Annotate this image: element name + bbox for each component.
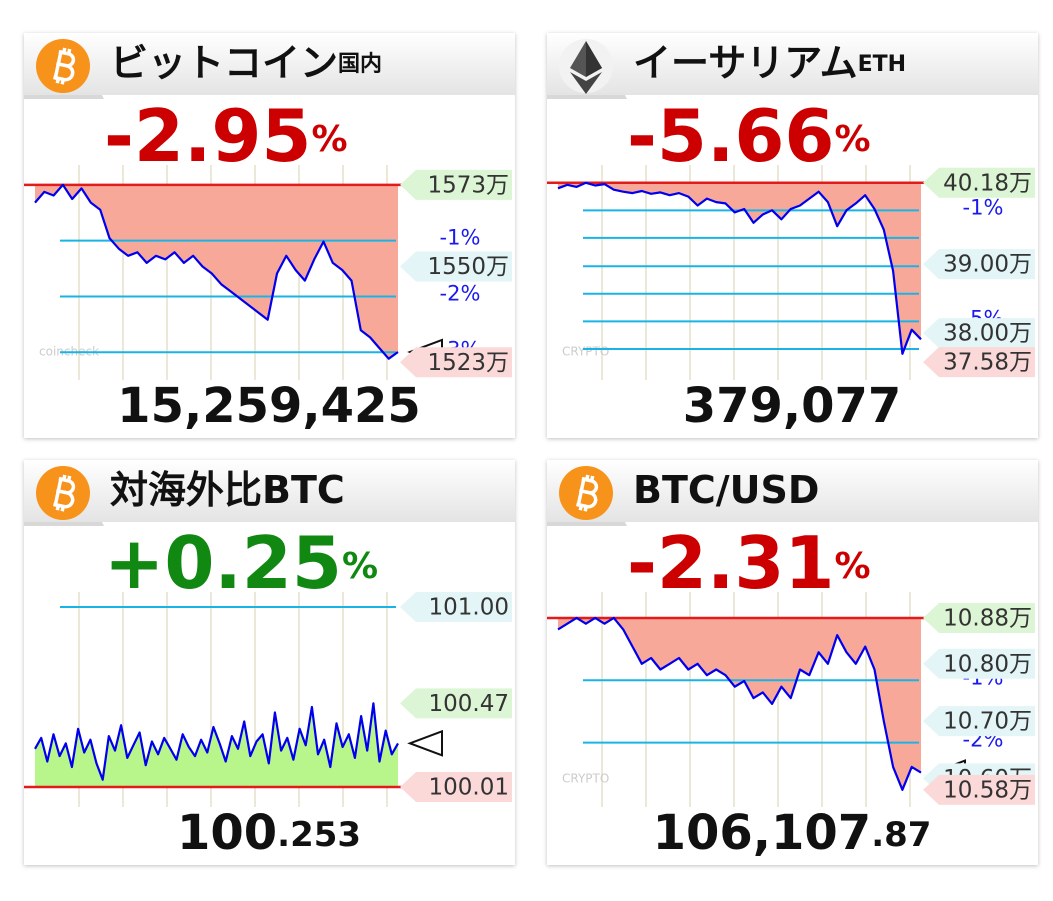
panel: イーサリアムETH-5.66%CRYPTO-1%-5%39.00万38.00万4… — [547, 33, 1038, 438]
y-tick — [923, 249, 1035, 280]
change-unit: % — [312, 119, 348, 160]
area-fill — [558, 182, 921, 354]
price: 106,107.87 — [653, 805, 932, 861]
header-tab — [547, 95, 627, 99]
low-tag — [923, 347, 1035, 378]
change: -2.95% — [104, 94, 348, 178]
header-tab — [24, 522, 104, 526]
y-tick — [400, 251, 512, 282]
high-tag — [400, 688, 512, 719]
title-text: イーサリアム — [633, 41, 858, 85]
low-tag — [923, 774, 1035, 805]
high-tag-label: 40.18万 — [943, 170, 1032, 196]
panel: 対海外比BTC +0.25% 101.00 100.47 100.01 100.253 — [24, 460, 515, 865]
change-unit: % — [835, 546, 871, 587]
watermark: CRYPTO — [562, 772, 609, 786]
title-text: ビットコイン — [110, 41, 338, 85]
ref-label: -2% — [440, 281, 481, 305]
high-tag-label: 10.88万 — [943, 605, 1032, 631]
btc-icon-symbol — [53, 47, 76, 85]
title-sub: ETH — [858, 52, 906, 77]
y-tick-label: 101.00 — [429, 595, 509, 621]
header-bar — [24, 460, 515, 522]
price: 15,259,425 — [117, 378, 421, 434]
change-value: -2.95 — [104, 94, 312, 178]
low-tag-label: 100.01 — [429, 775, 509, 801]
header-bar — [24, 33, 515, 95]
high-tag — [400, 169, 512, 200]
y-tick — [923, 706, 1035, 737]
header-tab — [24, 95, 104, 99]
y-tick-label: 38.00万 — [943, 321, 1032, 347]
change-value: -5.66 — [627, 94, 835, 178]
y-tick-label: 1550万 — [427, 254, 509, 280]
panel: BTC/USD-2.31%CRYPTO-1%-2%10.80万10.70万10.… — [547, 460, 1038, 865]
title-text: BTC/USD — [633, 468, 819, 512]
y-tick-label: 10.80万 — [943, 651, 1032, 677]
watermark: CRYPTO — [562, 345, 609, 359]
ref-label: -1% — [963, 195, 1004, 219]
price-line — [557, 181, 922, 355]
price-main: 106,107 — [653, 805, 872, 861]
change: -5.66% — [627, 94, 871, 178]
price-decimals: .253 — [277, 815, 361, 855]
y-tick — [923, 648, 1035, 679]
high-tag-label: 1573万 — [427, 172, 509, 198]
price-decimals: .87 — [871, 815, 931, 855]
low-tag — [400, 772, 512, 802]
eth-icon-side — [586, 41, 602, 77]
area-fill — [35, 184, 398, 359]
area-fill — [35, 703, 398, 787]
price-main: 379,077 — [683, 378, 902, 434]
change: +0.25% — [104, 521, 378, 605]
change-value: +0.25 — [104, 521, 342, 605]
panel-title: ビットコイン国内 — [110, 41, 382, 85]
low-tag — [400, 347, 512, 378]
price-line — [557, 616, 922, 791]
panel-title: 対海外比BTC — [110, 468, 345, 512]
y-tick-label: 10.70万 — [943, 709, 1032, 735]
y-tick — [923, 318, 1035, 349]
panel-title: イーサリアムETH — [633, 41, 906, 85]
low-tag-label: 37.58万 — [943, 350, 1032, 376]
change-unit: % — [835, 119, 871, 160]
btc-icon-symbol — [53, 474, 76, 512]
high-tag — [923, 167, 1035, 198]
header-tab — [547, 522, 627, 526]
price-line — [34, 702, 399, 781]
price-line — [34, 183, 399, 360]
price: 379,077 — [683, 378, 902, 434]
panel-title: BTC/USD — [633, 468, 819, 512]
high-tag-label: 100.47 — [429, 691, 509, 717]
eth-icon-bottom — [570, 72, 602, 94]
price-main: 100 — [177, 805, 277, 861]
header-bar — [547, 33, 1038, 95]
ref-label: -1% — [440, 226, 481, 250]
y-tick — [400, 592, 512, 622]
price: 100.253 — [177, 805, 361, 861]
btc-icon-symbol — [576, 474, 599, 512]
price-main: 15,259,425 — [117, 378, 421, 434]
low-tag-label: 1523万 — [427, 350, 509, 376]
y-tick-label: 39.00万 — [943, 252, 1032, 278]
header-bar — [547, 460, 1038, 522]
area-fill — [558, 617, 921, 790]
low-tag-label: 10.58万 — [943, 777, 1032, 803]
change-unit: % — [342, 546, 378, 587]
title-text: 対海外比BTC — [110, 468, 345, 512]
change-value: -2.31 — [627, 521, 835, 605]
title-sub: 国内 — [338, 52, 382, 77]
last-marker — [407, 729, 443, 757]
high-tag — [923, 602, 1035, 633]
change: -2.31% — [627, 521, 871, 605]
panel: ビットコイン国内-2.95%coincheck-1%-2%-3%1550万157… — [24, 33, 515, 438]
